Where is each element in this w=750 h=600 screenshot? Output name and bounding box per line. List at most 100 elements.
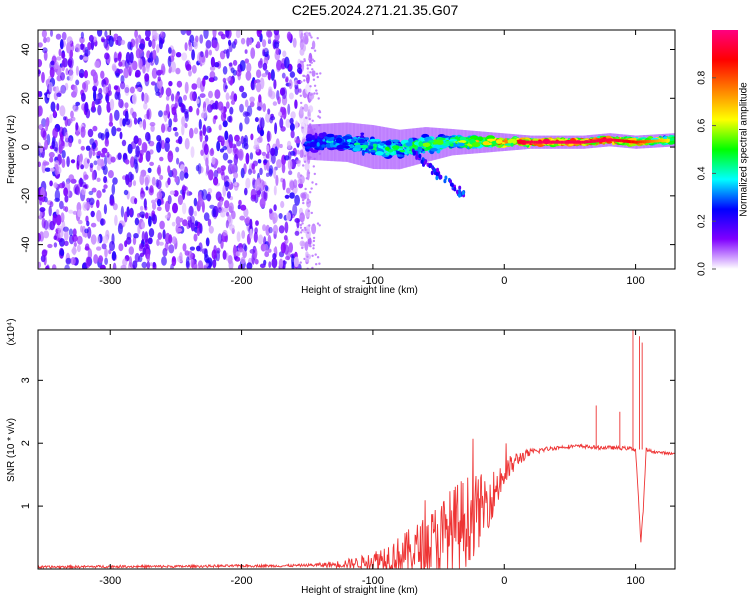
noise-cell: [273, 185, 277, 196]
noise-cell: [157, 76, 161, 82]
noise-cell: [289, 117, 294, 125]
noise-cell: [311, 254, 314, 257]
noise-cell: [213, 176, 219, 186]
noise-cell: [64, 264, 70, 269]
signal-cell: [385, 146, 390, 151]
noise-cell: [149, 262, 153, 267]
noise-cell: [222, 152, 229, 161]
noise-cell: [211, 102, 218, 110]
noise-cell: [96, 210, 102, 222]
noise-cell: [297, 79, 302, 85]
signal-core: [552, 140, 555, 144]
noise-cell: [319, 72, 322, 75]
signal-cell: [477, 136, 484, 141]
noise-cell: [224, 130, 229, 141]
noise-cell: [168, 118, 173, 128]
noise-cell: [311, 119, 314, 123]
noise-cell: [303, 257, 306, 261]
noise-cell: [235, 69, 242, 77]
signal-core: [551, 140, 553, 144]
noise-cell: [83, 174, 89, 180]
noise-cell: [228, 39, 232, 47]
noise-cell: [184, 122, 188, 129]
noise-cell: [274, 146, 278, 157]
signal-cell: [310, 149, 319, 153]
signal-cell: [405, 142, 413, 147]
signal-core: [667, 138, 669, 142]
noise-cell: [54, 197, 61, 203]
noise-cell: [152, 214, 157, 225]
noise-cell: [66, 156, 70, 168]
noise-cell: [296, 67, 303, 74]
noise-cell: [41, 218, 46, 229]
noise-cell: [300, 142, 304, 145]
noise-cell: [199, 93, 206, 98]
noise-cell: [124, 159, 130, 165]
noise-cell: [260, 117, 265, 130]
noise-cell: [167, 165, 171, 174]
signal-cell: [486, 138, 496, 142]
noise-cell: [286, 212, 291, 221]
noise-cell: [133, 135, 139, 145]
signal-core: [615, 138, 618, 142]
noise-cell: [197, 260, 204, 269]
noise-cell: [202, 107, 208, 119]
noise-cell: [109, 240, 115, 252]
noise-cell: [250, 188, 257, 200]
colorbar-tick-label: 0.6: [697, 118, 708, 132]
noise-cell: [302, 218, 305, 222]
signal-cell: [448, 139, 458, 142]
signal-cell: [433, 168, 436, 173]
noise-cell: [299, 94, 302, 98]
noise-cell: [203, 30, 209, 39]
noise-cell: [213, 169, 219, 179]
noise-cell: [85, 80, 91, 85]
noise-cell: [248, 168, 252, 175]
colorbar-tick-label: 0.0: [697, 262, 708, 276]
noise-cell: [294, 99, 298, 109]
signal-cell: [458, 140, 467, 144]
signal-cell: [316, 142, 320, 147]
signal-cell: [361, 149, 365, 156]
noise-cell: [318, 262, 321, 265]
noise-cell: [97, 132, 103, 139]
signal-cell: [397, 143, 401, 146]
noise-cell: [193, 127, 199, 135]
noise-cell: [111, 126, 117, 137]
noise-cell: [303, 32, 306, 36]
noise-cell: [66, 36, 73, 45]
noise-cell: [142, 247, 146, 255]
signal-core: [571, 140, 573, 144]
noise-cell: [81, 92, 86, 103]
noise-cell: [294, 120, 299, 129]
noise-cell: [153, 32, 159, 38]
noise-cell: [200, 149, 205, 156]
noise-cell: [47, 243, 53, 249]
noise-cell: [158, 39, 163, 50]
noise-cell: [318, 116, 322, 119]
noise-cell: [159, 220, 165, 230]
noise-cell: [253, 231, 258, 243]
noise-cell: [211, 208, 217, 218]
signal-cell: [342, 135, 351, 140]
noise-cell: [122, 118, 126, 127]
noise-cell: [113, 85, 119, 91]
noise-cell: [225, 92, 230, 101]
snr-panel: -300 -200 -100 0 100 1 2 3 Height of straight li…: [6, 318, 676, 596]
noise-cell: [139, 149, 144, 157]
noise-cell: [43, 161, 50, 166]
noise-cell: [286, 250, 291, 261]
noise-cell: [186, 30, 192, 36]
spectrogram-frame: [37, 29, 676, 270]
noise-cell: [109, 199, 115, 207]
signal-cell: [336, 144, 346, 149]
noise-cell: [109, 112, 113, 125]
noise-cell: [240, 167, 245, 179]
signal-cell: [408, 137, 414, 144]
noise-cell: [142, 119, 147, 131]
noise-cell: [59, 39, 64, 50]
noise-cell: [311, 70, 316, 77]
noise-cell: [114, 91, 119, 100]
noise-cell: [299, 261, 302, 264]
noise-cell: [300, 215, 303, 218]
